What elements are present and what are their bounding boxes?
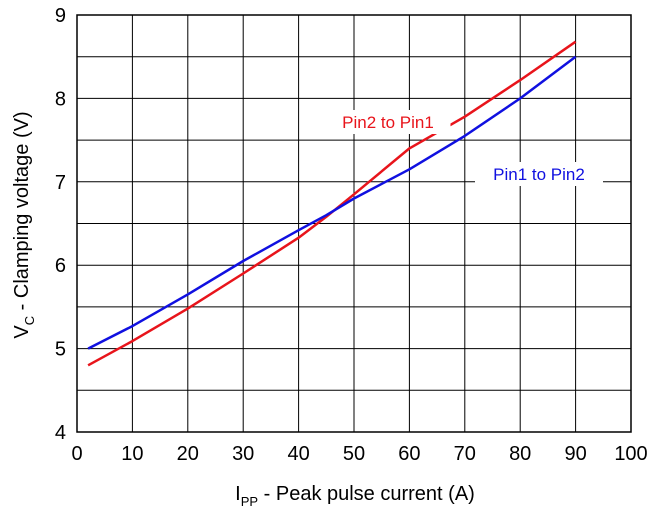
x-tick-label: 30 (232, 443, 254, 465)
series-labels: Pin2 to Pin1 Pin1 to Pin2 (325, 110, 603, 186)
series-label-1: Pin2 to Pin1 (342, 113, 434, 132)
x-axis-label-main: I (235, 483, 241, 505)
series-label-bg (325, 110, 451, 134)
y-axis-label-sub: C (22, 316, 37, 325)
x-tick-label: 20 (177, 443, 199, 465)
x-tick-label: 40 (287, 443, 309, 465)
x-axis-label-rest: - Peak pulse current (A) (258, 483, 475, 505)
x-tick-label: 100 (614, 443, 647, 465)
x-tick-label: 70 (454, 443, 476, 465)
y-tick-labels: 4 5 6 7 8 9 (55, 5, 66, 444)
series-line-2 (87, 55, 577, 350)
x-tick-label: 60 (398, 443, 420, 465)
y-tick-label: 7 (55, 172, 66, 194)
x-axis-label-sub: PP (241, 494, 258, 509)
plot-frame (76, 14, 632, 433)
y-axis-label-rest: - Clamping voltage (V) (11, 111, 33, 316)
x-tick-label: 80 (509, 443, 531, 465)
y-tick-label: 6 (55, 255, 66, 277)
y-axis-label: VC - Clamping voltage (V) (11, 111, 37, 338)
x-tick-label: 90 (564, 443, 586, 465)
y-tick-label: 5 (55, 339, 66, 361)
series-label-bg (475, 162, 603, 186)
y-tick-label: 8 (55, 88, 66, 110)
y-tick-label: 9 (55, 5, 66, 27)
x-tick-label: 10 (121, 443, 143, 465)
x-axis-label: IPP - Peak pulse current (A) (235, 483, 475, 509)
x-tick-label: 0 (71, 443, 82, 465)
x-tick-labels: 0 10 20 30 40 50 60 70 80 90 100 (71, 443, 647, 465)
y-axis-label-main: V (11, 325, 33, 339)
series-line-1 (87, 40, 577, 367)
y-tick-label: 4 (55, 422, 66, 444)
x-tick-label: 50 (343, 443, 365, 465)
series-lines (87, 40, 577, 367)
series-label-2: Pin1 to Pin2 (493, 165, 585, 184)
